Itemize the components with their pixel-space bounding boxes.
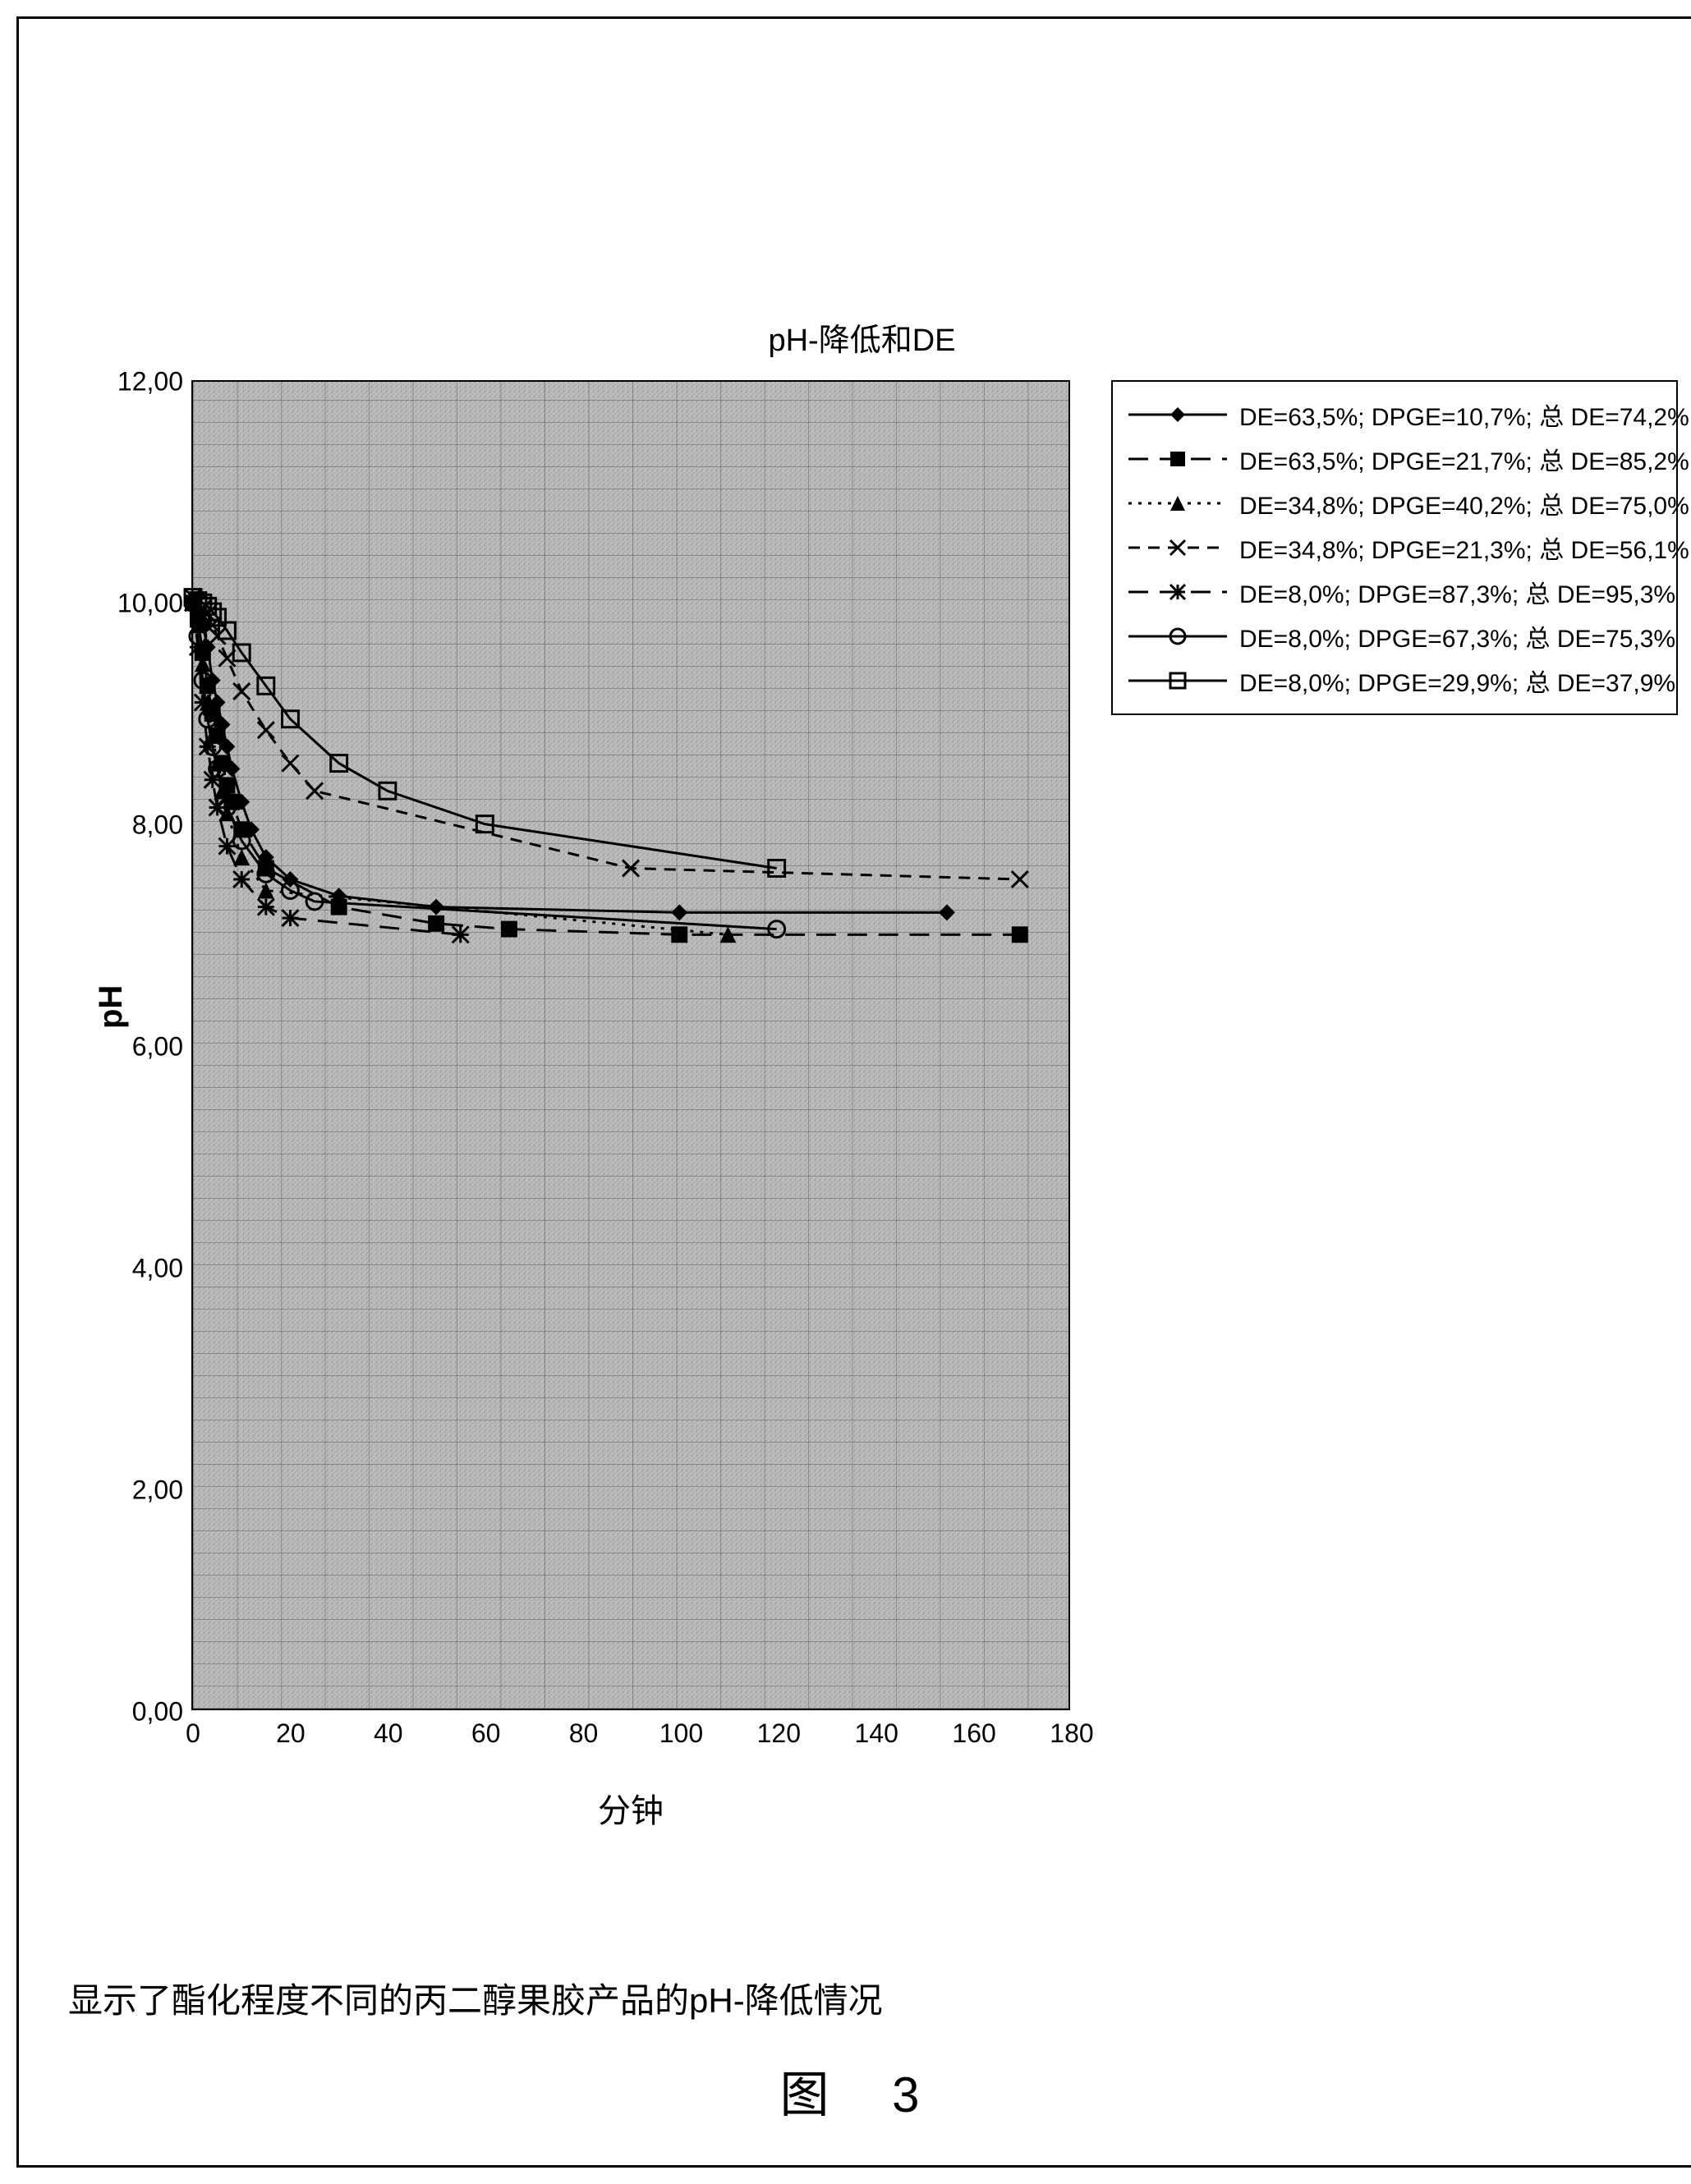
series-line [193,603,728,934]
legend-item: DE=63,5%; DPGE=21,7%; 总 DE=85,2% [1124,439,1665,479]
x-tick-label: 40 [374,1718,403,1749]
figure-number-label: 图 3 [19,2055,1691,2127]
legend-item: DE=8,0%; DPGE=67,3%; 总 DE=75,3% [1124,617,1665,656]
series-marker [1012,871,1028,888]
x-axis-label: 分钟 [191,1784,1070,1832]
series-marker [258,899,274,915]
x-tick-label: 120 [757,1718,801,1749]
legend-label: DE=8,0%; DPGE=29,9%; 总 DE=37,9% [1239,663,1675,699]
series-marker [1012,926,1028,943]
chart-plot-area: 0,002,004,006,008,0010,0012,00 020406080… [191,380,1070,1710]
x-tick-label: 160 [952,1718,995,1749]
x-tick-label: 100 [659,1718,703,1749]
series-marker [671,904,687,920]
legend-label: DE=8,0%; DPGE=87,3%; 总 DE=95,3% [1239,574,1675,610]
series-marker [282,910,298,926]
x-tick-label: 80 [569,1718,599,1749]
series-marker [453,926,469,943]
series-marker [233,871,250,888]
series-line [193,598,1020,879]
legend-item: DE=34,8%; DPGE=40,2%; 总 DE=75,0% [1124,484,1665,523]
chart-svg-layer [193,382,1068,1709]
y-tick-label: 12,00 [117,367,183,397]
x-tick-label: 60 [471,1718,501,1749]
legend-label: DE=63,5%; DPGE=10,7%; 总 DE=74,2% [1239,397,1689,433]
series-marker [501,921,517,938]
legend-item: DE=34,8%; DPGE=21,3%; 总 DE=56,1% [1124,528,1665,567]
legend-item: DE=8,0%; DPGE=29,9%; 总 DE=37,9% [1124,661,1665,700]
legend-swatch [1124,398,1231,431]
legend-swatch [1124,531,1231,564]
y-tick-label: 6,00 [132,1032,183,1062]
x-tick-label: 0 [186,1718,200,1749]
series-marker [282,755,298,772]
series-marker [195,695,211,711]
x-tick-label: 20 [276,1718,306,1749]
legend-label: DE=34,8%; DPGE=21,3%; 总 DE=56,1% [1239,530,1689,566]
legend-item: DE=8,0%; DPGE=87,3%; 总 DE=95,3% [1124,572,1665,612]
series-marker [233,683,250,700]
legend-swatch [1124,620,1231,653]
legend-label: DE=63,5%; DPGE=21,7%; 总 DE=85,2% [1239,441,1689,477]
series-line [193,603,1020,934]
series-marker [258,722,274,738]
y-tick-label: 8,00 [132,810,183,841]
y-axis-label: pH [93,985,130,1029]
legend-swatch [1124,443,1231,475]
series-marker [233,849,250,865]
x-tick-label: 180 [1050,1718,1093,1749]
series-line [193,598,777,869]
x-tick-label: 140 [855,1718,898,1749]
legend-swatch [1124,487,1231,520]
series-marker [428,915,444,932]
chart-title: pH-降低和DE [19,314,1691,360]
figure-page: pH-降低和DE pH 0,002,004,006,008,0010,0012,… [16,16,1691,2168]
series-line [193,603,777,929]
legend-item: DE=63,5%; DPGE=10,7%; 总 DE=74,2% [1124,395,1665,434]
series-marker [306,782,323,799]
y-tick-label: 2,00 [132,1475,183,1506]
legend-swatch [1124,576,1231,608]
series-marker [331,899,347,915]
y-tick-label: 10,00 [117,589,183,619]
series-marker [623,860,639,877]
legend-label: DE=34,8%; DPGE=40,2%; 总 DE=75,0% [1239,485,1689,521]
series-line [193,603,947,912]
legend-label: DE=8,0%; DPGE=67,3%; 总 DE=75,3% [1239,618,1675,654]
y-tick-label: 0,00 [132,1697,183,1727]
series-marker [939,904,955,920]
figure-caption: 显示了酯化程度不同的丙二醇果胶产品的pH-降低情况 [68,1973,883,2023]
legend-swatch [1124,664,1231,697]
y-tick-label: 4,00 [132,1254,183,1284]
chart-legend: DE=63,5%; DPGE=10,7%; 总 DE=74,2% DE=63,5%… [1111,380,1678,715]
